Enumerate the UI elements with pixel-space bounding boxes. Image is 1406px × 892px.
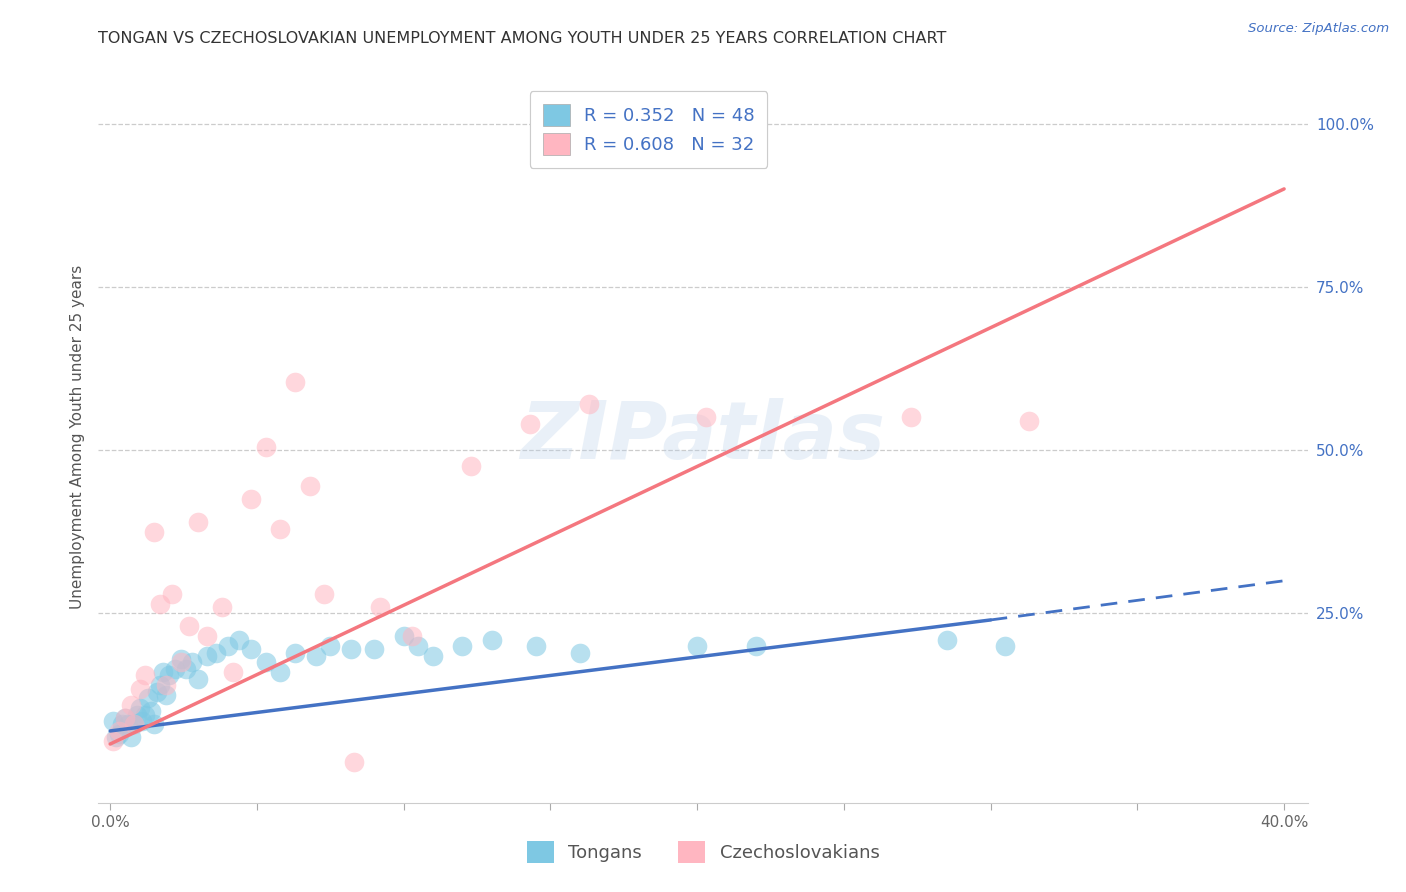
Point [143,717,166,731]
Point [179,619,201,633]
Point [578,397,600,411]
Point [187,672,209,686]
Point [363,642,385,657]
Point [254,656,277,670]
Point [745,639,768,653]
Point [114,711,136,725]
Point [195,629,218,643]
Point [900,410,922,425]
Point [134,707,156,722]
Point [481,632,503,647]
Point [460,459,482,474]
Point [686,639,709,653]
Point [141,705,163,719]
Point [181,656,204,670]
Point [195,648,218,663]
Point [254,440,277,454]
Point [128,681,150,696]
Point [994,639,1017,653]
Point [111,717,134,731]
Point [155,688,177,702]
Point [149,678,172,692]
Point [143,524,166,539]
Text: TONGAN VS CZECHOSLOVAKIAN UNEMPLOYMENT AMONG YOUTH UNDER 25 YEARS CORRELATION CH: TONGAN VS CZECHOSLOVAKIAN UNEMPLOYMENT A… [98,31,946,46]
Point [114,711,136,725]
Point [122,717,145,731]
Point [120,698,142,712]
Legend: R = 0.352   N = 48, R = 0.608   N = 32: R = 0.352 N = 48, R = 0.608 N = 32 [530,91,768,168]
Point [108,723,131,738]
Point [524,639,547,653]
Point [422,648,444,663]
Point [169,652,191,666]
Point [228,632,250,647]
Point [568,646,591,660]
Point [134,668,156,682]
Point [401,629,423,643]
Point [519,417,541,431]
Point [451,639,474,653]
Point [314,587,336,601]
Point [217,639,239,653]
Point [117,717,139,731]
Point [160,587,183,601]
Point [146,685,169,699]
Point [408,639,430,653]
Point [204,646,226,660]
Point [269,665,291,680]
Point [392,629,415,643]
Point [695,410,717,425]
Point [269,521,291,535]
Y-axis label: Unemployment Among Youth under 25 years: Unemployment Among Youth under 25 years [69,265,84,609]
Point [163,662,186,676]
Point [122,717,145,731]
Point [343,756,366,770]
Point [187,515,209,529]
Point [340,642,363,657]
Point [368,599,391,614]
Text: Source: ZipAtlas.com: Source: ZipAtlas.com [1249,22,1389,36]
Point [120,731,142,745]
Point [131,714,153,728]
Point [136,691,159,706]
Point [157,668,180,682]
Point [284,646,307,660]
Point [155,678,177,692]
Legend: Tongans, Czechoslovakians: Tongans, Czechoslovakians [517,832,889,872]
Point [211,599,233,614]
Point [105,731,128,745]
Point [284,375,307,389]
Point [101,714,124,728]
Point [176,662,198,676]
Point [125,707,148,722]
Point [149,597,172,611]
Point [935,632,957,647]
Point [108,727,131,741]
Text: ZIPatlas: ZIPatlas [520,398,886,476]
Point [240,492,263,507]
Point [298,479,321,493]
Point [222,665,245,680]
Point [304,648,326,663]
Point [101,733,124,747]
Point [152,665,174,680]
Point [1018,414,1040,428]
Point [240,642,263,657]
Point [128,701,150,715]
Point [319,639,342,653]
Point [169,656,191,670]
